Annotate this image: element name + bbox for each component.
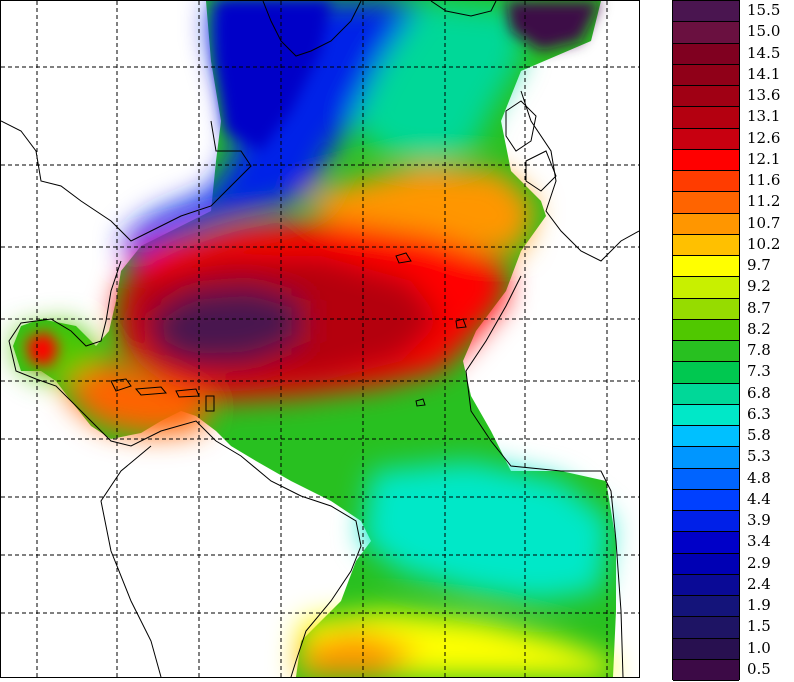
- legend-level-label: 11.6: [747, 171, 781, 190]
- greenland-coast: [262, 1, 362, 57]
- legend-level-label: 7.8: [747, 341, 771, 360]
- legend-level-label: 5.8: [747, 426, 771, 445]
- gulf-loop-red: [26, 331, 59, 366]
- europe-coast: [520, 90, 639, 262]
- legend-level-label: 10.2: [747, 234, 781, 253]
- legend-level-label: 11.2: [747, 192, 781, 211]
- caribbean-islands: [110, 378, 215, 412]
- legend-level-label: 13.6: [747, 86, 781, 105]
- caribbean-orange: [61, 361, 211, 436]
- legend-swatch: [673, 1, 739, 23]
- legend-swatch: [673, 171, 739, 193]
- legend-level-label: 6.3: [747, 404, 771, 423]
- legend-level-label: 4.4: [747, 489, 771, 508]
- legend-level-label: 15.0: [747, 22, 781, 41]
- british-isles-coast: [505, 100, 557, 192]
- legend-swatch: [673, 128, 739, 150]
- africa-coast: [465, 275, 624, 677]
- map-canvas: [1, 1, 639, 677]
- legend-level-label: 10.7: [747, 213, 781, 232]
- legend-swatch: [673, 64, 739, 86]
- legend-swatch: [673, 659, 739, 681]
- legend-level-label: 7.3: [747, 362, 771, 381]
- legend-swatch: [673, 86, 739, 108]
- legend-swatch: [673, 213, 739, 235]
- legend-swatch: [673, 596, 739, 618]
- legend-level-label: 0.5: [747, 659, 771, 678]
- coastlines: [1, 1, 639, 677]
- legend-level-label: 14.5: [747, 43, 781, 62]
- legend-swatch: [673, 617, 739, 639]
- legend-swatch: [673, 553, 739, 575]
- legend-swatch: [673, 447, 739, 469]
- legend-swatch: [673, 22, 739, 44]
- legend-swatch: [673, 192, 739, 214]
- legend-level-label: 13.1: [747, 107, 781, 126]
- legend-swatch: [673, 511, 739, 533]
- legend-swatch: [673, 277, 739, 299]
- legend-swatch: [673, 574, 739, 596]
- legend-level-label: 12.1: [747, 149, 781, 168]
- legend-level-label: 15.5: [747, 1, 781, 20]
- legend-level-label: 1.0: [747, 638, 771, 657]
- legend-swatch: [673, 298, 739, 320]
- legend-level-label: 9.2: [747, 277, 771, 296]
- legend-level-label: 14.1: [747, 64, 781, 83]
- labrador-deep-blue: [216, 1, 331, 151]
- warm-core-purple: [151, 286, 301, 363]
- legend-level-label: 1.5: [747, 617, 771, 636]
- legend-level-label: 1.9: [747, 596, 771, 615]
- legend-swatch: [673, 107, 739, 129]
- legend-swatch: [673, 532, 739, 554]
- legend-swatch: [673, 256, 739, 278]
- warm-core-orange: [301, 166, 536, 251]
- legend-level-label: 12.6: [747, 128, 781, 147]
- legend-level-label: 5.3: [747, 447, 771, 466]
- legend-swatch: [673, 149, 739, 171]
- legend-swatch: [673, 341, 739, 363]
- legend-swatch: [673, 319, 739, 341]
- legend-swatch: [673, 404, 739, 426]
- ocean-color-field: [13, 1, 616, 677]
- graticule: [1, 1, 639, 677]
- legend-swatch: [673, 234, 739, 256]
- legend-level-label: 6.8: [747, 383, 771, 402]
- norwegian-purple: [506, 1, 601, 51]
- legend-level-label: 3.9: [747, 511, 771, 530]
- subpolar-cyan-band: [351, 1, 521, 161]
- legend-swatch: [673, 43, 739, 65]
- color-legend: 15.5 15.0 14.5 14.1 13.6 13.1 12.6 12.1 11.6 11.2…: [672, 0, 794, 681]
- legend-swatch: [673, 426, 739, 448]
- legend-swatch: [673, 638, 739, 660]
- legend-swatch: [673, 489, 739, 511]
- legend-color-bar: [672, 0, 740, 681]
- north-america-coast: [1, 120, 252, 447]
- equatorial-cyan: [361, 461, 611, 601]
- legend-level-label: 2.9: [747, 553, 771, 572]
- legend-swatch: [673, 468, 739, 490]
- south-america-coast: [215, 440, 362, 677]
- iceland-coast: [430, 1, 497, 17]
- legend-swatch: [673, 383, 739, 405]
- legend-level-label: 3.4: [747, 532, 771, 551]
- southern-orange: [301, 631, 421, 677]
- legend-swatch: [673, 362, 739, 384]
- legend-level-label: 8.7: [747, 298, 771, 317]
- legend-level-label: 4.8: [747, 468, 771, 487]
- south-america-west-coast: [100, 445, 162, 677]
- atlantic-islands: [395, 252, 467, 407]
- legend-level-label: 2.4: [747, 574, 771, 593]
- legend-level-label: 8.2: [747, 319, 771, 338]
- legend-level-label: 9.7: [747, 256, 771, 275]
- ocean-field-map: [0, 0, 640, 678]
